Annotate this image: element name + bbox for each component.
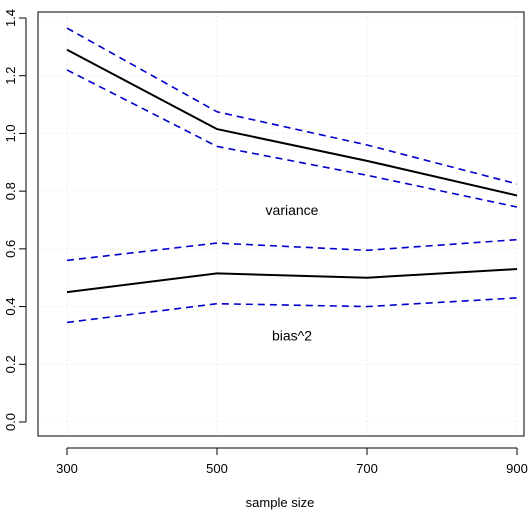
y-tick-label-6: 1.2 [3,67,18,85]
y-tick-label-0: 0.0 [3,413,18,431]
x-tick-label-3: 900 [506,461,528,476]
grid-lines [38,12,524,436]
axes: 300 500 700 900 0.0 0.2 0.4 0.6 0.8 1.0 1.2 1.4 [3,9,528,476]
plot-frame [37,11,525,437]
confidence-band-line-5 [66,297,518,324]
x-tick-label-1: 500 [206,461,228,476]
y-tick-label-4: 0.8 [3,182,18,200]
y-tick-label-7: 1.4 [3,9,18,27]
y-tick-label-1: 0.2 [3,355,18,373]
series-layer [66,27,518,324]
variance-line [66,48,518,197]
confidence-band-line-1 [66,27,518,185]
y-tick-label-2: 0.4 [3,298,18,316]
confidence-band-line-4 [66,238,518,262]
bias-2-line [66,268,518,294]
y-tick-label-5: 1.0 [3,124,18,142]
annotation-bias-2: bias^2 [272,327,312,343]
confidence-band-line-2 [66,69,518,208]
y-tick-label-3: 0.6 [3,240,18,258]
annotations: variance bias^2 [266,202,319,344]
annotation-variance: variance [266,202,319,218]
x-axis-label: sample size [246,495,315,510]
x-tick-label-0: 300 [56,461,78,476]
x-tick-label-2: 700 [356,461,378,476]
